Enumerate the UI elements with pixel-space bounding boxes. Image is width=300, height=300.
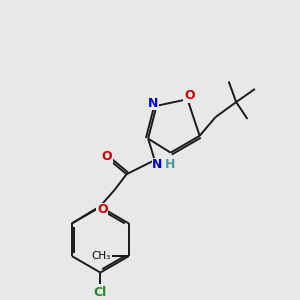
Text: CH₃: CH₃ — [91, 251, 110, 261]
Text: N: N — [152, 158, 163, 171]
Text: N: N — [148, 97, 158, 110]
Text: O: O — [184, 89, 195, 102]
Text: H: H — [164, 158, 175, 171]
Text: Cl: Cl — [94, 286, 107, 299]
Text: O: O — [97, 203, 107, 216]
Text: O: O — [102, 150, 112, 163]
